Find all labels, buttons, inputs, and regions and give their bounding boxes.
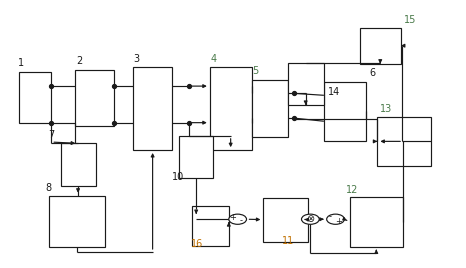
Text: 15: 15 xyxy=(404,15,416,25)
Circle shape xyxy=(302,214,319,224)
Circle shape xyxy=(229,214,247,224)
Text: 3: 3 xyxy=(134,54,140,64)
Text: -: - xyxy=(240,217,242,226)
Circle shape xyxy=(327,214,344,224)
FancyBboxPatch shape xyxy=(252,80,288,137)
FancyBboxPatch shape xyxy=(49,196,105,247)
Text: 16: 16 xyxy=(191,239,203,249)
FancyBboxPatch shape xyxy=(263,198,308,242)
Text: 13: 13 xyxy=(380,104,392,114)
FancyBboxPatch shape xyxy=(350,197,403,247)
FancyBboxPatch shape xyxy=(19,72,51,123)
FancyBboxPatch shape xyxy=(179,136,213,178)
FancyBboxPatch shape xyxy=(360,28,401,64)
FancyBboxPatch shape xyxy=(133,67,172,150)
Text: 4: 4 xyxy=(211,54,217,64)
Text: 5: 5 xyxy=(252,66,258,76)
FancyBboxPatch shape xyxy=(377,117,431,166)
Text: 11: 11 xyxy=(282,236,294,246)
FancyBboxPatch shape xyxy=(288,63,324,105)
FancyBboxPatch shape xyxy=(61,143,96,186)
Text: 14: 14 xyxy=(328,87,340,97)
Text: 10: 10 xyxy=(171,172,184,182)
Text: 7: 7 xyxy=(48,130,54,140)
FancyBboxPatch shape xyxy=(192,206,229,246)
Text: 8: 8 xyxy=(46,184,52,193)
Text: 6: 6 xyxy=(370,68,376,78)
Text: +: + xyxy=(229,213,236,222)
Text: 12: 12 xyxy=(346,185,358,195)
Text: -: - xyxy=(329,213,332,222)
Text: ⊗: ⊗ xyxy=(306,214,315,224)
Text: 1: 1 xyxy=(18,58,24,68)
Text: 2: 2 xyxy=(76,57,82,66)
FancyBboxPatch shape xyxy=(75,70,114,126)
FancyBboxPatch shape xyxy=(324,82,366,141)
Text: +: + xyxy=(336,217,342,226)
FancyBboxPatch shape xyxy=(210,67,252,150)
